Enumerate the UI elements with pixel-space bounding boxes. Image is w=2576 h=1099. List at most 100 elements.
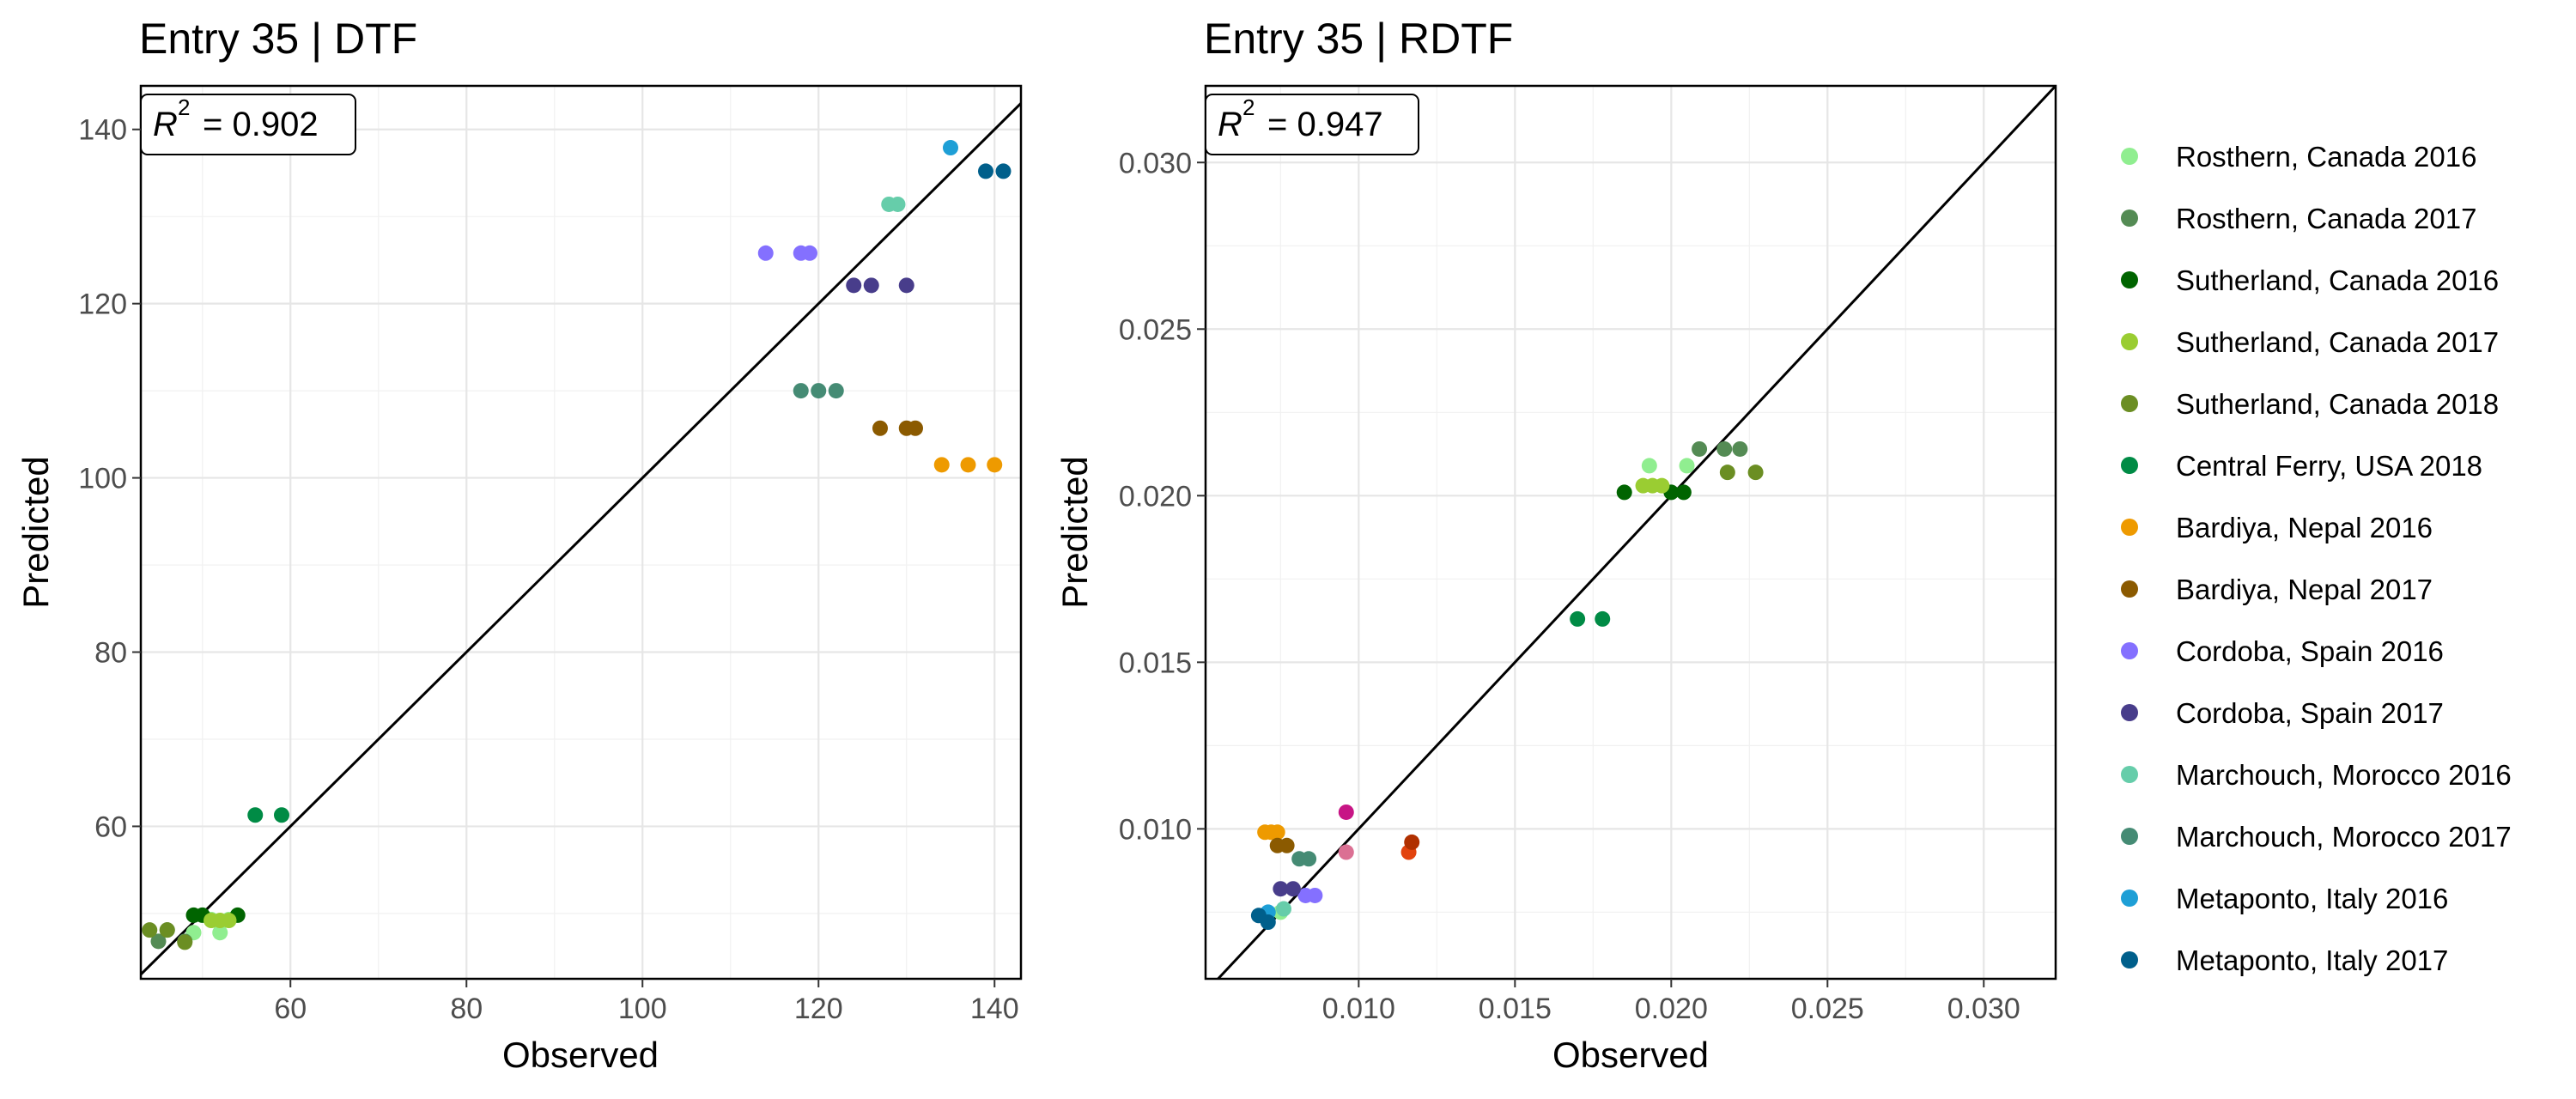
- data-point: [177, 934, 193, 950]
- data-point: [828, 383, 844, 399]
- panel-rdtf-border: [1204, 84, 2057, 981]
- data-point: [1675, 484, 1692, 501]
- data-point: [846, 277, 862, 294]
- data-point: [247, 807, 264, 823]
- data-point: [1641, 458, 1657, 474]
- x-tick-label: 0.020: [1635, 993, 1708, 1025]
- data-point: [1692, 440, 1708, 457]
- y-tick-label: 0.025: [1119, 313, 1192, 346]
- x-tick-label: 0.010: [1322, 993, 1395, 1025]
- data-point: [1716, 440, 1733, 457]
- data-point: [1732, 440, 1748, 457]
- x-tick-label: 60: [274, 993, 307, 1025]
- y-tick-label: 0.030: [1119, 147, 1192, 179]
- x-tick-label: 0.030: [1947, 993, 2020, 1025]
- data-point: [1719, 464, 1735, 481]
- panel-dtf-points: [142, 140, 1012, 950]
- panel-dtf-reference-line: [139, 102, 1023, 975]
- data-point: [811, 383, 827, 399]
- data-point: [872, 420, 888, 436]
- legend-label: Marchouch, Morocco 2016: [2176, 759, 2512, 791]
- data-point: [1338, 804, 1354, 820]
- y-tick-label: 0.020: [1119, 480, 1192, 513]
- data-point: [757, 245, 774, 261]
- legend-label: Central Ferry, USA 2018: [2176, 450, 2482, 482]
- y-tick-label: 0.015: [1119, 647, 1192, 679]
- data-point: [1269, 824, 1285, 841]
- data-point: [898, 277, 914, 294]
- legend-label: Metaponto, Italy 2017: [2176, 944, 2448, 976]
- legend-key: [2121, 704, 2138, 721]
- data-point: [1338, 844, 1354, 860]
- data-point: [221, 913, 237, 929]
- x-tick-label: 120: [794, 993, 843, 1025]
- data-point: [1273, 881, 1289, 897]
- panel-rdtf-x-ticks: 0.010 0.015 0.020 0.025 0.030: [1322, 979, 2020, 1025]
- legend-key: [2121, 395, 2138, 412]
- x-tick-label: 100: [618, 993, 667, 1025]
- panel-rdtf-points: [1250, 440, 1764, 931]
- panel-dtf-grid: [141, 86, 1021, 979]
- legend-label: Cordoba, Spain 2016: [2176, 635, 2444, 667]
- data-point: [863, 277, 879, 294]
- legend-key: [2121, 333, 2138, 350]
- y-tick-label: 100: [78, 463, 127, 495]
- panel-rdtf: Entry 35 | RDTF R 2 = 0.947 0.010 0.015 0.…: [1054, 15, 2057, 1075]
- legend-label: Metaponto, Italy 2016: [2176, 883, 2448, 914]
- legend-key: [2121, 951, 2138, 968]
- data-point: [1570, 610, 1586, 627]
- y-tick-label: 0.010: [1119, 813, 1192, 846]
- data-point: [1301, 851, 1317, 867]
- data-point: [1595, 610, 1611, 627]
- data-point: [1654, 477, 1670, 494]
- panel-dtf-x-ticks: 60 80 100 120 140: [274, 979, 1019, 1025]
- panel-rdtf-reference-line: [1217, 84, 2057, 981]
- x-tick-label: 0.015: [1479, 993, 1552, 1025]
- legend-label: Bardiya, Nepal 2017: [2176, 574, 2433, 605]
- legend-key: [2121, 890, 2138, 907]
- panel-dtf-y-title: Predicted: [15, 456, 56, 608]
- panel-dtf-r2-box: R 2 = 0.902: [140, 94, 356, 155]
- panel-dtf-r2-value: = 0.902: [203, 106, 319, 143]
- legend-label: Bardiya, Nepal 2016: [2176, 512, 2433, 543]
- data-point: [1275, 901, 1291, 917]
- panel-dtf-r2-label: R: [153, 106, 178, 143]
- panel-rdtf-title: Entry 35 | RDTF: [1204, 15, 1513, 63]
- legend-key: [2121, 519, 2138, 536]
- data-point: [212, 925, 228, 941]
- panel-dtf-border: [139, 84, 1023, 981]
- data-point: [1260, 914, 1276, 931]
- panel-dtf-x-title: Observed: [502, 1035, 659, 1075]
- data-point: [1747, 464, 1764, 481]
- x-tick-label: 0.025: [1791, 993, 1864, 1025]
- data-point: [995, 163, 1012, 179]
- legend-label: Sutherland, Canada 2017: [2176, 326, 2499, 358]
- legend-key: [2121, 271, 2138, 288]
- panel-rdtf-y-title: Predicted: [1054, 456, 1095, 608]
- data-point: [978, 163, 993, 179]
- panel-dtf-r2-sup: 2: [178, 94, 190, 120]
- y-tick-label: 140: [78, 114, 127, 147]
- x-tick-label: 80: [450, 993, 483, 1025]
- data-point: [150, 933, 167, 950]
- panel-dtf-title: Entry 35 | DTF: [139, 15, 417, 63]
- legend-label: Cordoba, Spain 2017: [2176, 697, 2444, 729]
- panel-dtf: Entry 35 | DTF R 2 = 0.902 60 80 100 120 140…: [15, 15, 1023, 1075]
- y-tick-label: 120: [78, 288, 127, 321]
- legend-label: Marchouch, Morocco 2017: [2176, 821, 2512, 853]
- data-point: [960, 457, 976, 473]
- data-point: [802, 245, 817, 261]
- legend-key: [2121, 457, 2138, 474]
- legend-label: Rosthern, Canada 2016: [2176, 141, 2476, 173]
- panel-rdtf-r2-value: = 0.947: [1267, 106, 1383, 143]
- data-point: [943, 140, 958, 156]
- legend-key: [2121, 580, 2138, 598]
- data-point: [274, 807, 289, 823]
- data-point: [933, 457, 950, 473]
- legend-key: [2121, 148, 2138, 165]
- panel-rdtf-x-title: Observed: [1552, 1035, 1709, 1075]
- y-tick-label: 60: [94, 811, 127, 843]
- y-tick-label: 80: [94, 637, 127, 670]
